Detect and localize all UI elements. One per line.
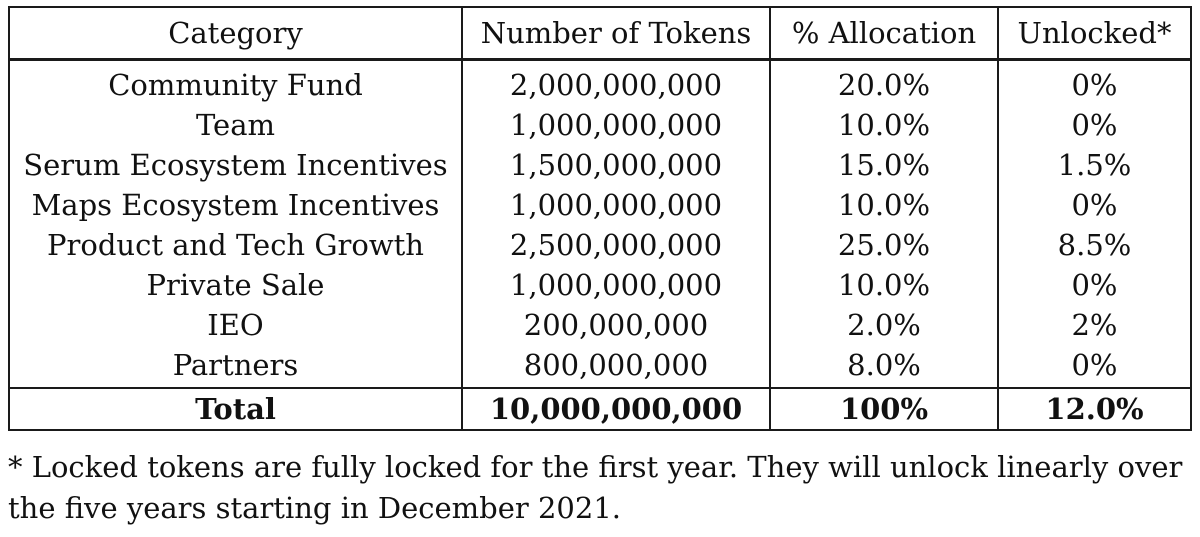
- cell-allocation: 20.0%: [769, 59, 999, 105]
- cell-unlocked: 0%: [997, 59, 1192, 105]
- cell-tokens: 1,000,000,000: [461, 105, 771, 145]
- table-row: Serum Ecosystem Incentives 1,500,000,000…: [8, 145, 1192, 185]
- cell-allocation: 8.0%: [769, 345, 999, 388]
- cell-tokens: 2,500,000,000: [461, 225, 771, 265]
- cell-unlocked: 0%: [997, 345, 1192, 388]
- table-row: Private Sale 1,000,000,000 10.0% 0%: [8, 265, 1192, 305]
- cell-tokens: 2,000,000,000: [461, 59, 771, 105]
- table-row: Partners 800,000,000 8.0% 0%: [8, 345, 1192, 388]
- cell-allocation: 10.0%: [769, 185, 999, 225]
- footnote: * Locked tokens are fully locked for the…: [8, 450, 1183, 525]
- header-percent-allocation: % Allocation: [769, 6, 999, 61]
- header-unlocked: Unlocked*: [997, 6, 1192, 61]
- cell-category: Team: [8, 105, 463, 145]
- cell-category: IEO: [8, 305, 463, 345]
- table-row: Product and Tech Growth 2,500,000,000 25…: [8, 225, 1192, 265]
- table-row: Community Fund 2,000,000,000 20.0% 0%: [8, 59, 1192, 105]
- cell-unlocked: 8.5%: [997, 225, 1192, 265]
- cell-allocation: 15.0%: [769, 145, 999, 185]
- cell-unlocked: 0%: [997, 185, 1192, 225]
- header-category: Category: [8, 6, 463, 61]
- cell-allocation: 10.0%: [769, 265, 999, 305]
- cell-category: Community Fund: [8, 59, 463, 105]
- total-tokens: 10,000,000,000: [461, 387, 771, 431]
- total-label: Total: [8, 387, 463, 431]
- cell-tokens: 1,000,000,000: [461, 265, 771, 305]
- cell-category: Private Sale: [8, 265, 463, 305]
- total-unlocked: 12.0%: [997, 387, 1192, 431]
- cell-unlocked: 1.5%: [997, 145, 1192, 185]
- table-row: IEO 200,000,000 2.0% 2%: [8, 305, 1192, 345]
- header-number-of-tokens: Number of Tokens: [461, 6, 771, 61]
- table-row: Team 1,000,000,000 10.0% 0%: [8, 105, 1192, 145]
- cell-tokens: 800,000,000: [461, 345, 771, 388]
- cell-allocation: 25.0%: [769, 225, 999, 265]
- table-row: Maps Ecosystem Incentives 1,000,000,000 …: [8, 185, 1192, 225]
- token-allocation-table: Category Number of Tokens % Allocation U…: [8, 6, 1192, 431]
- table-body: Community Fund 2,000,000,000 20.0% 0% Te…: [8, 59, 1192, 388]
- cell-category: Maps Ecosystem Incentives: [8, 185, 463, 225]
- cell-unlocked: 2%: [997, 305, 1192, 345]
- cell-unlocked: 0%: [997, 265, 1192, 305]
- cell-category: Product and Tech Growth: [8, 225, 463, 265]
- cell-category: Partners: [8, 345, 463, 388]
- cell-tokens: 1,500,000,000: [461, 145, 771, 185]
- total-row: Total 10,000,000,000 100% 12.0%: [8, 387, 1192, 431]
- cell-allocation: 10.0%: [769, 105, 999, 145]
- total-allocation: 100%: [769, 387, 999, 431]
- table-footer: Total 10,000,000,000 100% 12.0%: [8, 387, 1192, 431]
- cell-category: Serum Ecosystem Incentives: [8, 145, 463, 185]
- header-row: Category Number of Tokens % Allocation U…: [8, 6, 1192, 61]
- cell-tokens: 1,000,000,000: [461, 185, 771, 225]
- cell-unlocked: 0%: [997, 105, 1192, 145]
- cell-tokens: 200,000,000: [461, 305, 771, 345]
- table-header: Category Number of Tokens % Allocation U…: [8, 6, 1192, 61]
- cell-allocation: 2.0%: [769, 305, 999, 345]
